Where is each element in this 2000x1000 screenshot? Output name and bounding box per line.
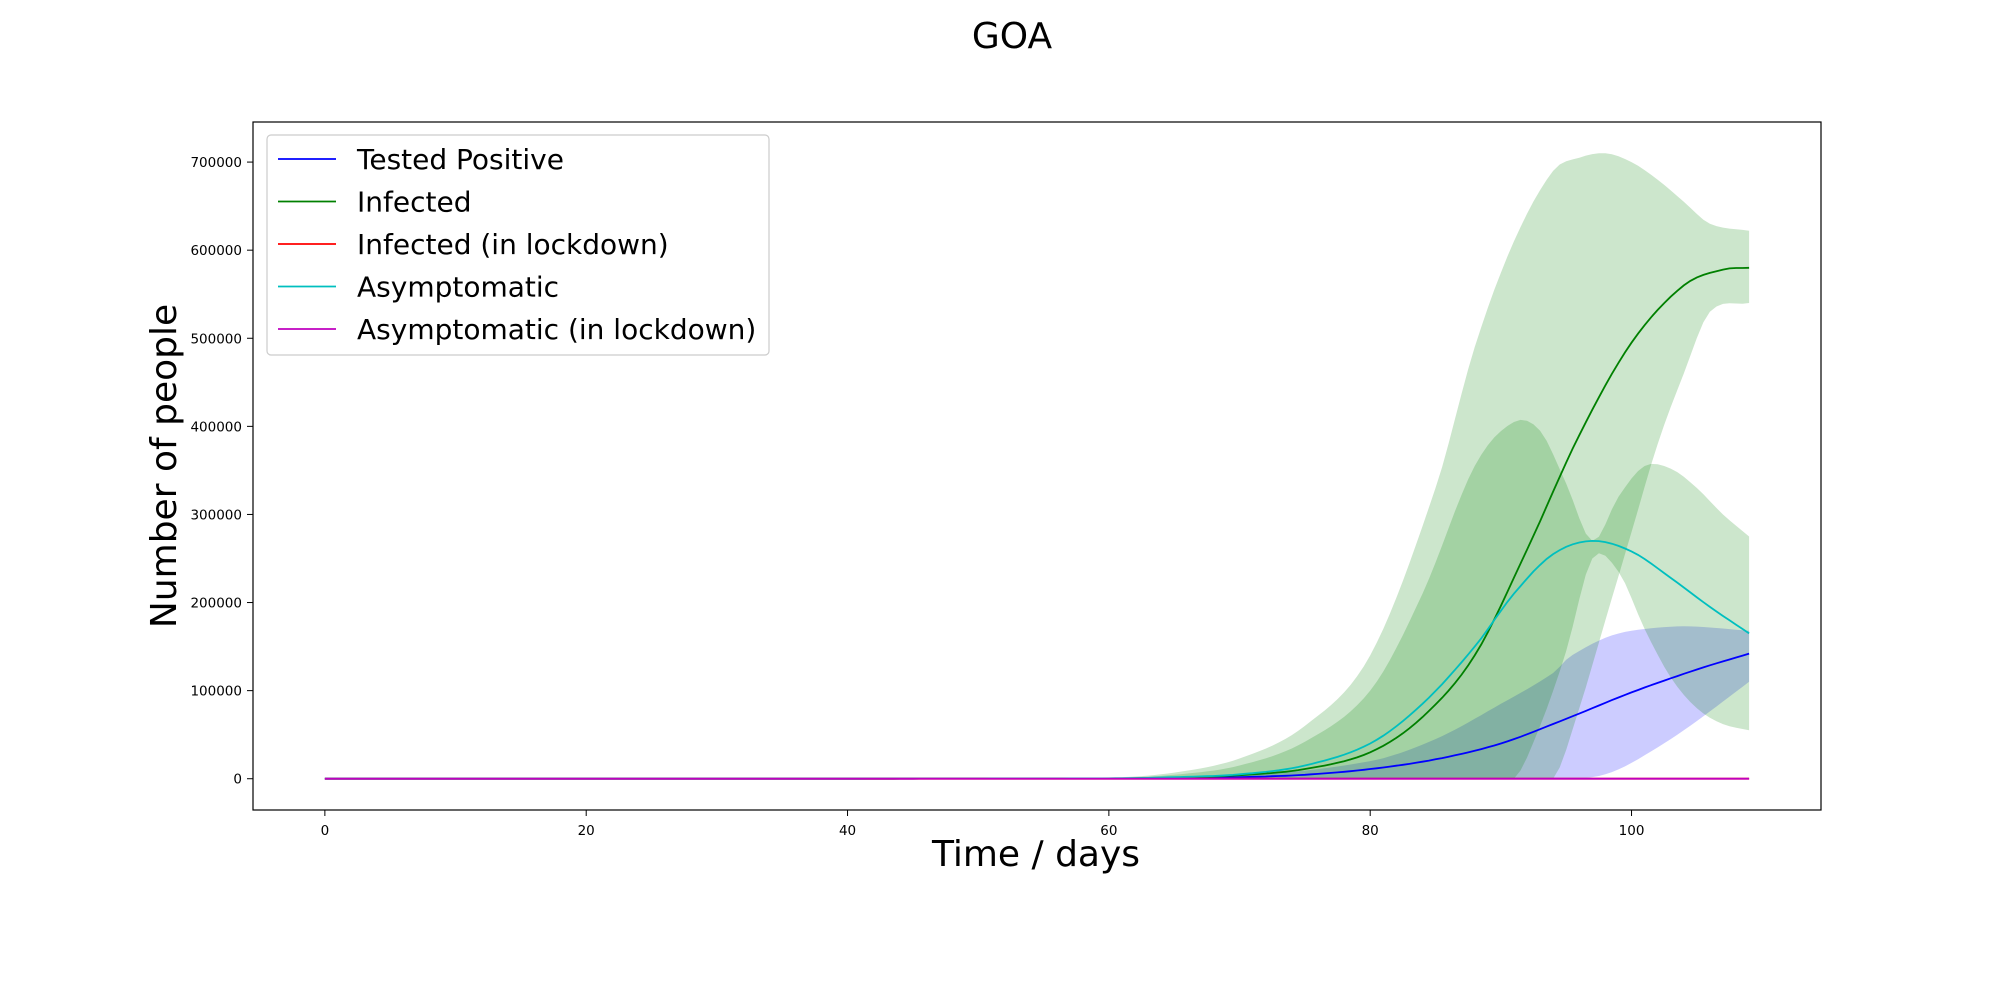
confidence-band <box>324 153 1750 779</box>
y-tick-label: 100000 <box>190 684 242 700</box>
legend-label: Infected <box>357 186 471 219</box>
plot-frame <box>252 121 1822 811</box>
legend-label: Asymptomatic (in lockdown) <box>357 313 756 346</box>
y-tick-label: 400000 <box>190 419 242 435</box>
x-axis-label: Time / days <box>931 834 1140 875</box>
confidence-bands <box>324 153 1750 779</box>
legend-label: Infected (in lockdown) <box>357 228 669 261</box>
y-axis-label: Number of people <box>144 304 185 628</box>
y-tick-label: 300000 <box>190 507 242 523</box>
confidence-band <box>324 626 1750 779</box>
x-axis-ticks: 0 20 40 60 80 100 <box>321 810 1645 839</box>
x-tick-label: 60 <box>1100 823 1117 839</box>
y-tick-label: 500000 <box>190 331 242 347</box>
x-tick-label: 0 <box>321 823 330 839</box>
x-tick-label: 20 <box>578 823 595 839</box>
x-tick-label: 40 <box>839 823 856 839</box>
legend-box <box>266 134 770 356</box>
series-lines <box>324 266 1750 780</box>
y-tick-label: 200000 <box>190 596 242 612</box>
x-tick-label: 80 <box>1362 823 1379 839</box>
y-axis-ticks: 0 100000 200000 300000 400000 500000 600000 700… <box>190 155 253 788</box>
legend-label: Tested Positive <box>356 143 564 176</box>
x-tick-label: 100 <box>1619 823 1645 839</box>
legend-label: Asymptomatic <box>357 271 559 304</box>
y-tick-label: 700000 <box>190 155 242 171</box>
confidence-band <box>324 419 1750 779</box>
y-tick-label: 600000 <box>190 243 242 259</box>
legend: Tested Positive Infected Infected (in lock… <box>266 134 770 356</box>
y-tick-label: 0 <box>233 772 242 788</box>
chart-title: GOA <box>972 16 1053 57</box>
